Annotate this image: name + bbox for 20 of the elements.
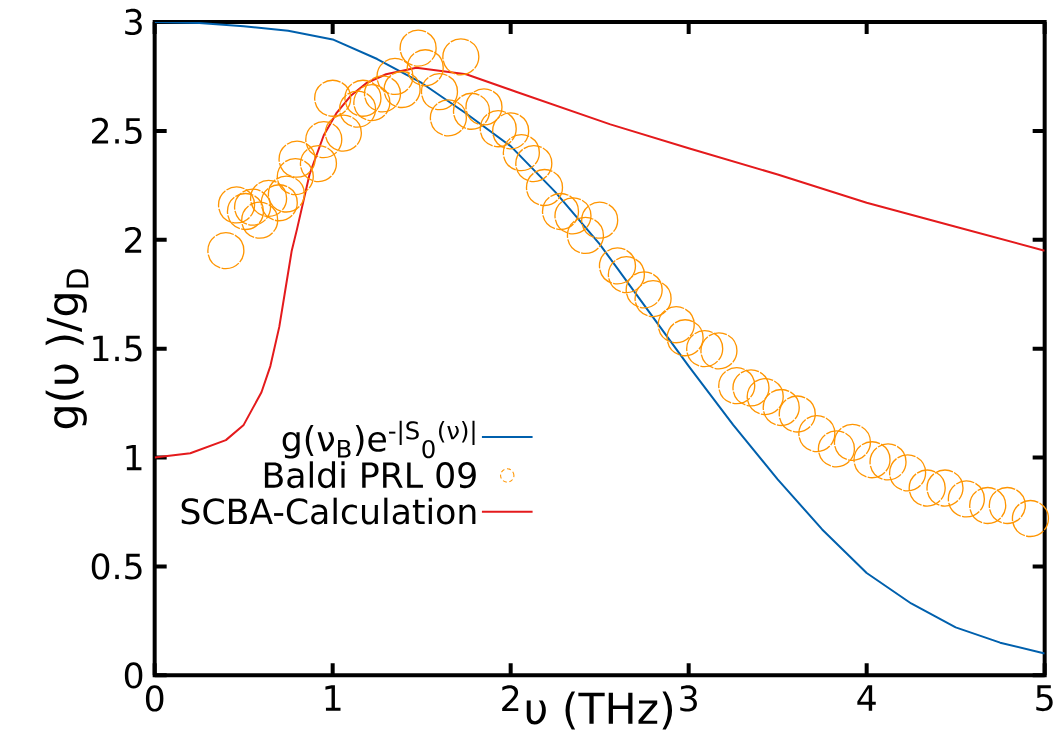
line-series <box>154 66 1045 459</box>
x-tick-label: 0 <box>145 685 164 712</box>
y-tick-label: 1.5 <box>93 335 142 362</box>
legend-label: Baldi PRL 09 <box>264 461 476 489</box>
y-tick-label: 0.5 <box>91 553 142 580</box>
y-axis-title: g(υ )/g$_{D}$ <box>45 269 89 429</box>
x-tick-label: 1 <box>325 685 341 711</box>
x-tick-label: 2 <box>502 685 519 712</box>
y-tick-label: 2.5 <box>92 117 142 144</box>
x-axis-title: υ (THz) <box>526 691 673 730</box>
y-tick-label: 0 <box>124 662 143 689</box>
y-tick-label: 3 <box>125 8 142 36</box>
y-tick-label: 1 <box>126 444 142 471</box>
x-tick-label: 3 <box>680 685 697 712</box>
legend-label: SCBA-Calculation <box>181 497 476 525</box>
x-tick-label: 5 <box>1036 685 1053 712</box>
legend-label: g(ν$_{B}$)e$^{-|S}$0(ν)| <box>282 420 475 459</box>
line-series <box>154 21 1045 655</box>
y-tick-label: 2 <box>125 226 142 253</box>
x-tick-label: 4 <box>857 685 876 711</box>
